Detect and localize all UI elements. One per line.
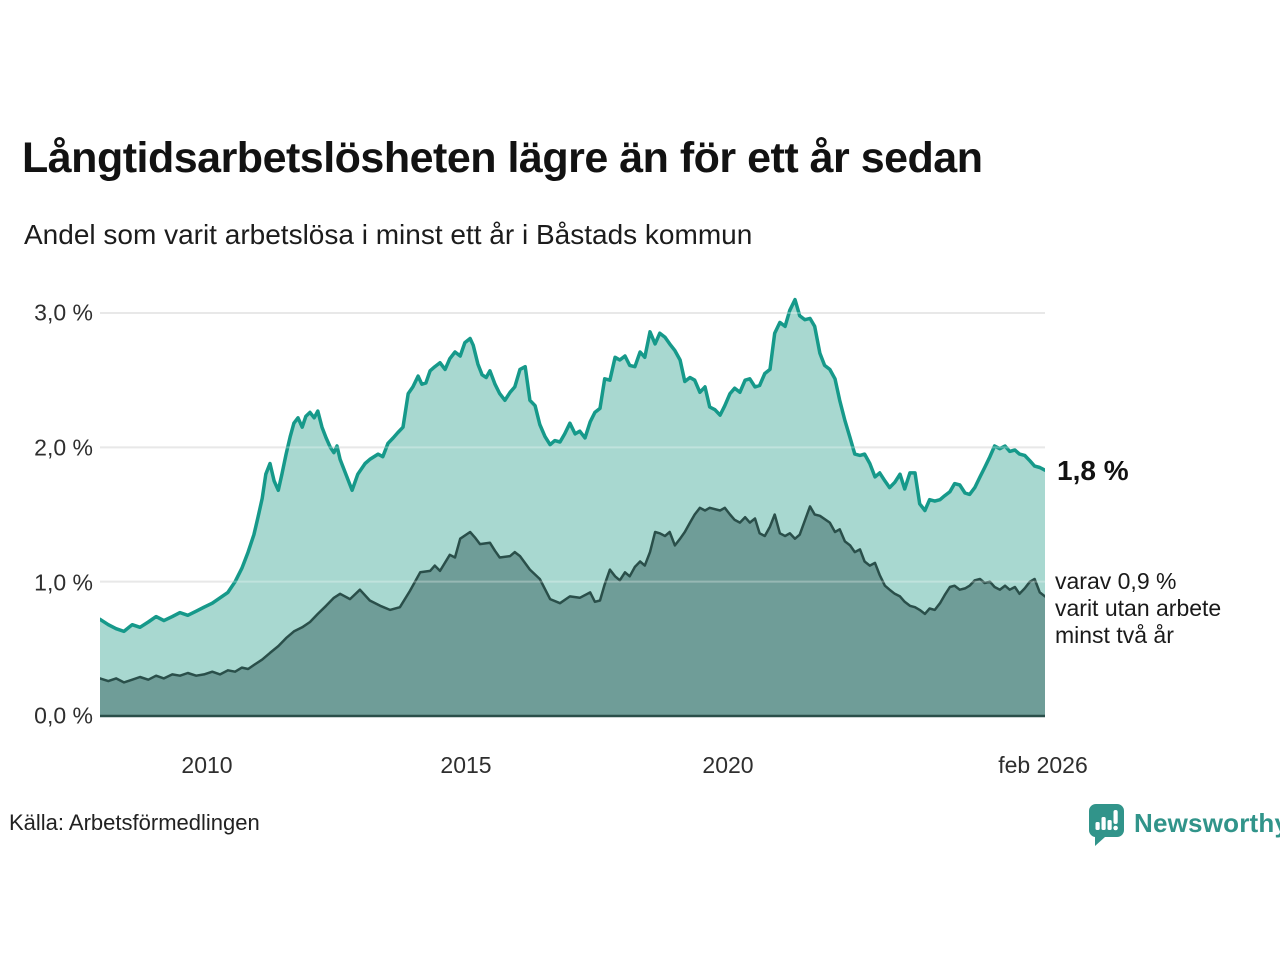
newsworthy-wordmark: Newsworthy	[1134, 808, 1280, 838]
source-text: Källa: Arbetsförmedlingen	[9, 810, 260, 835]
latest-value-label: 1,8 %	[1057, 455, 1129, 486]
chart-subtitle: Andel som varit arbetslösa i minst ett å…	[24, 219, 753, 250]
two-year-note: varav 0,9 % varit utan arbete minst två …	[1055, 568, 1221, 649]
x-axis-tick-2020: 2020	[702, 752, 754, 778]
newsworthy-logo: Newsworthy	[1088, 803, 1280, 847]
y-axis-tick-2: 2,0 %	[34, 434, 93, 461]
y-axis-tick-3: 3,0 %	[34, 299, 93, 326]
two-year-note-line-2: varit utan arbete	[1055, 595, 1222, 621]
x-axis-tick-2010: 2010	[181, 752, 233, 778]
y-axis-tick-0: 0,0 %	[34, 702, 93, 729]
two-year-note-line-3: minst två år	[1055, 622, 1174, 648]
plot-area	[100, 297, 1045, 718]
page-title: Långtidsarbetslösheten lägre än för ett …	[22, 134, 983, 182]
two-year-note-line-1: varav 0,9 %	[1055, 568, 1177, 594]
y-axis-tick-1: 1,0 %	[34, 569, 93, 596]
x-axis-tick-2015: 2015	[440, 752, 492, 778]
newsworthy-badge-icon	[1088, 804, 1124, 846]
x-axis-tick-feb-2026: feb 2026	[998, 752, 1088, 778]
